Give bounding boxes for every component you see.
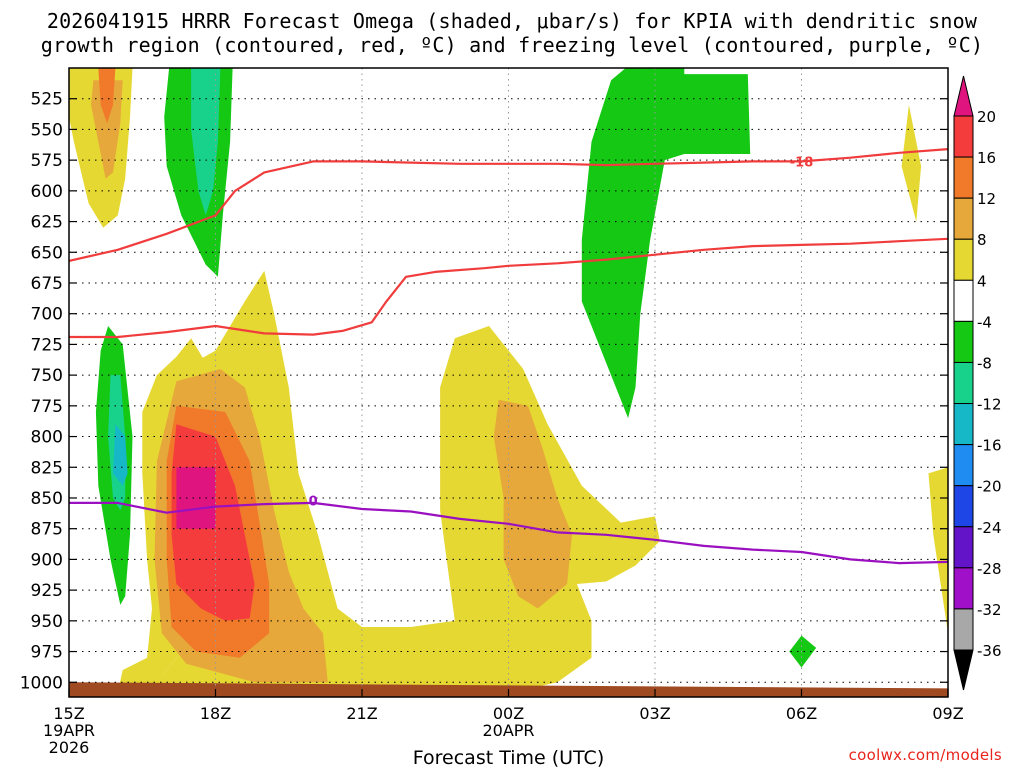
colorbar-label-6: -8	[977, 354, 992, 372]
omega-region-4_8-13	[928, 467, 948, 634]
contour-label-freezing-level-0c: 0	[309, 494, 318, 509]
y-tick-label-600: 600	[31, 182, 63, 202]
omega-region-8_12-15	[493, 399, 572, 609]
colorbar-label-1: 16	[977, 149, 996, 167]
y-tick-label-900: 900	[31, 550, 63, 570]
colorbar-label-4: 4	[977, 272, 987, 290]
x-tick-label-15Z: 15Z	[53, 704, 84, 723]
grid-lines	[69, 68, 948, 697]
omega-region-_20-18	[176, 467, 216, 529]
colorbar-cap-bottom	[953, 649, 974, 691]
contour-dendritic-12c	[69, 237, 948, 339]
y-tick-label-575: 575	[31, 151, 63, 171]
y-tick-label-525: 525	[31, 90, 63, 110]
chart-title-line-1: 2026041915 HRRR Forecast Omega (shaded, …	[46, 9, 978, 33]
colorbar-bin-6	[953, 320, 974, 363]
omega-region-_12_8-4	[191, 68, 221, 216]
colorbar-bin-5	[953, 279, 974, 322]
temperature-contours: -18 0	[69, 148, 948, 565]
x-tick-year-15Z: 2026	[49, 738, 90, 757]
chart-title-line-2: growth region (contoured, red, ºC) and f…	[40, 33, 984, 57]
colorbar-label-12: -32	[977, 601, 1002, 619]
colorbar-bin-9	[953, 444, 974, 487]
y-tick-label-1000: 1000	[20, 673, 63, 693]
colorbar-label-8: -16	[977, 437, 1002, 455]
colorbar-cap-top	[953, 75, 974, 117]
omega-region-8_12-1	[91, 80, 123, 179]
colorbar-bin-2	[953, 156, 974, 199]
x-tick-label-09Z: 09Z	[932, 704, 963, 723]
x-tick-label-03Z: 03Z	[639, 704, 670, 723]
colorbar-bin-11	[953, 526, 974, 569]
y-tick-label-850: 850	[31, 489, 63, 509]
x-axis-label: Forecast Time (UTC)	[413, 747, 604, 768]
y-tick-label-725: 725	[31, 335, 63, 355]
colorbar-label-2: 12	[977, 190, 996, 208]
colorbar-label-3: 8	[977, 231, 987, 249]
colorbar-label-10: -24	[977, 519, 1002, 537]
y-tick-label-650: 650	[31, 243, 63, 263]
y-tick-label-950: 950	[31, 612, 63, 632]
y-tick-label-800: 800	[31, 428, 63, 448]
omega-region-_8_4-5	[581, 68, 685, 419]
y-tick-label-750: 750	[31, 366, 63, 386]
colorbar-bin-4	[953, 238, 974, 281]
colorbar-bin-13	[953, 608, 974, 651]
colorbar-bin-3	[953, 197, 974, 240]
x-tick-label-06Z: 06Z	[786, 704, 817, 723]
colorbar-label-0: 20	[977, 108, 996, 126]
x-tick-date-15Z: 19APR	[43, 721, 95, 740]
omega-region-_8_4-6	[655, 74, 751, 154]
x-tick-label-00Z: 00Z	[493, 704, 524, 723]
omega-region-12_16-2	[98, 68, 116, 124]
y-tick-label-925: 925	[31, 581, 63, 601]
y-tick-label-775: 775	[31, 397, 63, 417]
colorbar-label-13: -36	[977, 642, 1002, 660]
contour-freezing-level-0c	[69, 501, 948, 565]
source-credit[interactable]: coolwx.com/models	[848, 746, 1002, 764]
colorbar: 20 16 12 8 4 -4 -8 -12 -16 -20 -24 -28 -32 -36	[953, 75, 1002, 691]
axes: 525 550 575 600 625 650 675 700 725 750 775 800 825 8…	[20, 90, 964, 768]
x-tick-label-18Z: 18Z	[200, 704, 231, 723]
y-tick-label-675: 675	[31, 274, 63, 294]
contour-dendritic-18c	[69, 148, 948, 262]
colorbar-bin-10	[953, 485, 974, 528]
omega-shaded-regions	[69, 68, 948, 693]
colorbar-label-9: -20	[977, 478, 1002, 496]
y-tick-label-700: 700	[31, 305, 63, 325]
colorbar-bin-8	[953, 403, 974, 446]
colorbar-label-11: -28	[977, 560, 1002, 578]
omega-region-4_8-7	[901, 104, 922, 222]
y-tick-label-975: 975	[31, 643, 63, 663]
colorbar-label-7: -12	[977, 396, 1002, 414]
colorbar-bin-1	[953, 115, 974, 158]
colorbar-label-5: -4	[977, 313, 992, 331]
y-tick-label-550: 550	[31, 120, 63, 140]
y-tick-label-625: 625	[31, 213, 63, 233]
omega-region-_8_4-19	[789, 635, 817, 668]
x-tick-label-21Z: 21Z	[346, 704, 377, 723]
y-tick-label-875: 875	[31, 520, 63, 540]
contour-label-dendritic-18c: -18	[790, 155, 814, 170]
x-tick-date-00Z: 20APR	[482, 721, 534, 740]
colorbar-bin-7	[953, 361, 974, 405]
y-tick-label-825: 825	[31, 458, 63, 478]
colorbar-bin-12	[953, 567, 974, 610]
omega-region-_16_12-10	[113, 424, 128, 486]
